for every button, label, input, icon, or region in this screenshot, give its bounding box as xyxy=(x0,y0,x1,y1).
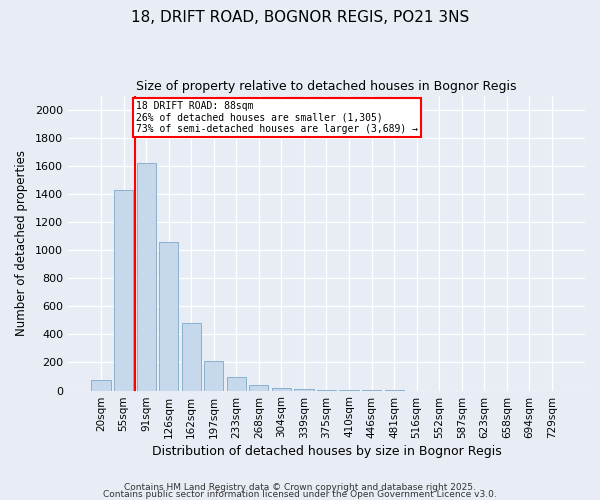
Bar xyxy=(114,190,133,390)
Bar xyxy=(249,385,268,390)
Bar xyxy=(227,377,246,390)
Y-axis label: Number of detached properties: Number of detached properties xyxy=(15,150,28,336)
Bar xyxy=(91,380,110,390)
Bar xyxy=(272,388,291,390)
X-axis label: Distribution of detached houses by size in Bognor Regis: Distribution of detached houses by size … xyxy=(152,444,502,458)
Bar xyxy=(137,163,155,390)
Text: 18, DRIFT ROAD, BOGNOR REGIS, PO21 3NS: 18, DRIFT ROAD, BOGNOR REGIS, PO21 3NS xyxy=(131,10,469,25)
Text: Contains public sector information licensed under the Open Government Licence v3: Contains public sector information licen… xyxy=(103,490,497,499)
Title: Size of property relative to detached houses in Bognor Regis: Size of property relative to detached ho… xyxy=(136,80,517,93)
Bar xyxy=(159,242,178,390)
Bar xyxy=(204,361,223,390)
Bar xyxy=(182,323,201,390)
Text: Contains HM Land Registry data © Crown copyright and database right 2025.: Contains HM Land Registry data © Crown c… xyxy=(124,484,476,492)
Text: 18 DRIFT ROAD: 88sqm
26% of detached houses are smaller (1,305)
73% of semi-deta: 18 DRIFT ROAD: 88sqm 26% of detached hou… xyxy=(136,101,418,134)
